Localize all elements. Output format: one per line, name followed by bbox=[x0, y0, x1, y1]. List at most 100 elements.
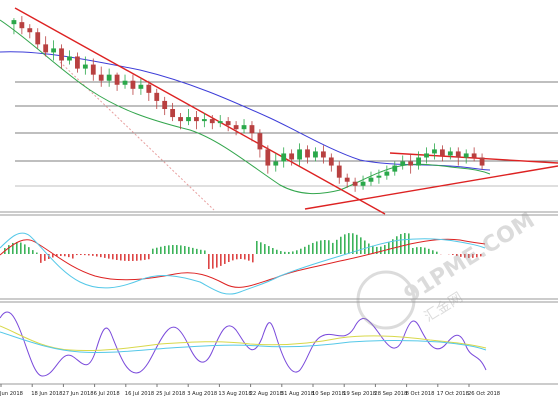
candle-body bbox=[337, 166, 342, 178]
macd-bar bbox=[28, 247, 30, 254]
x-tick-label: 31 Aug 2018 bbox=[281, 391, 314, 397]
macd-bar bbox=[8, 245, 10, 254]
macd-bar bbox=[116, 254, 118, 260]
candle-body bbox=[440, 149, 445, 155]
candle-body bbox=[138, 85, 143, 89]
macd-bar bbox=[348, 233, 350, 254]
macd-bar bbox=[24, 244, 26, 254]
candle-body bbox=[19, 22, 24, 28]
macd-bar bbox=[400, 234, 402, 254]
x-tick-label: 28 Sep 2018 bbox=[374, 391, 407, 397]
x-tick-label: 18 Jun 2018 bbox=[31, 391, 62, 397]
macd-bar bbox=[220, 254, 222, 266]
macd-bar bbox=[304, 247, 306, 254]
macd-bar bbox=[152, 249, 154, 254]
candle-body bbox=[377, 176, 382, 178]
macd-bar bbox=[236, 254, 238, 259]
macd-bar bbox=[276, 250, 278, 254]
x-tick-label: 13 Aug 2018 bbox=[218, 391, 251, 397]
candle-body bbox=[123, 81, 128, 85]
macd-bar bbox=[384, 245, 386, 254]
macd-bar bbox=[184, 246, 186, 254]
candle-body bbox=[210, 119, 215, 123]
x-tick-label: Jun 2018 bbox=[0, 391, 23, 397]
macd-bar bbox=[76, 254, 78, 255]
macd-bar bbox=[228, 254, 230, 262]
candle-body bbox=[43, 44, 48, 52]
candle-body bbox=[162, 101, 167, 109]
macd-bar bbox=[44, 254, 46, 261]
macd-bar bbox=[140, 254, 142, 260]
macd-bar bbox=[64, 254, 66, 256]
candle-body bbox=[59, 48, 64, 60]
candle-body bbox=[456, 151, 461, 157]
candle-body bbox=[250, 125, 255, 133]
macd-bar bbox=[60, 254, 62, 256]
candle-body bbox=[234, 125, 239, 129]
macd-bar bbox=[112, 254, 114, 259]
macd-bar bbox=[36, 253, 38, 254]
candle-body bbox=[345, 178, 350, 182]
macd-bar bbox=[260, 242, 262, 254]
macd-bar bbox=[224, 254, 226, 264]
macd-bar bbox=[280, 251, 282, 254]
macd-bar bbox=[344, 234, 346, 254]
macd-bar bbox=[136, 254, 138, 261]
macd-bar bbox=[72, 254, 74, 259]
candle-body bbox=[91, 65, 96, 75]
candle-body bbox=[408, 162, 413, 166]
macd-bar bbox=[180, 245, 182, 254]
macd-bar bbox=[208, 254, 210, 269]
macd-bar bbox=[316, 241, 318, 254]
macd-bar bbox=[188, 247, 190, 254]
macd-bar bbox=[256, 241, 258, 254]
macd-bar bbox=[404, 233, 406, 254]
macd-bar bbox=[300, 249, 302, 254]
macd-bar bbox=[172, 245, 174, 254]
candle-body bbox=[464, 153, 469, 157]
x-tick-label: 26 Oct 2018 bbox=[468, 391, 500, 397]
macd-bar bbox=[168, 245, 170, 254]
candle-body bbox=[202, 119, 207, 121]
candle-body bbox=[35, 32, 40, 44]
candle-body bbox=[67, 56, 72, 60]
candle-body bbox=[313, 151, 318, 157]
x-tick-label: 17 Oct 2018 bbox=[437, 391, 469, 397]
candle-body bbox=[297, 149, 302, 159]
x-tick-label: 8 Oct 2018 bbox=[406, 391, 435, 397]
candle-body bbox=[131, 81, 136, 89]
macd-bar bbox=[268, 246, 270, 254]
candle-body bbox=[448, 151, 453, 155]
macd-bar bbox=[360, 237, 362, 254]
candle-body bbox=[305, 149, 310, 157]
candle-body bbox=[99, 75, 104, 81]
macd-bar bbox=[296, 250, 298, 254]
macd-bar bbox=[32, 250, 34, 254]
x-tick-label: 3 Aug 2018 bbox=[187, 391, 217, 397]
x-tick-label: 10 Sep 2018 bbox=[312, 391, 345, 397]
macd-bar bbox=[160, 247, 162, 254]
candle-body bbox=[146, 85, 151, 93]
candle-body bbox=[186, 117, 191, 121]
macd-bar bbox=[272, 248, 274, 254]
macd-bar bbox=[436, 252, 438, 254]
macd-bar bbox=[144, 254, 146, 260]
macd-bar bbox=[428, 249, 430, 254]
macd-bar bbox=[96, 254, 98, 256]
macd-bar bbox=[68, 254, 70, 257]
macd-bar bbox=[288, 252, 290, 254]
macd-bar bbox=[16, 242, 18, 254]
macd-bar bbox=[324, 240, 326, 254]
macd-bar bbox=[264, 244, 266, 254]
macd-bar bbox=[380, 247, 382, 254]
macd-bar bbox=[216, 254, 218, 268]
macd-bar bbox=[84, 254, 86, 255]
macd-bar bbox=[156, 248, 158, 254]
macd-bar bbox=[308, 245, 310, 254]
candle-body bbox=[353, 182, 358, 186]
x-tick-label: 25 Jul 2018 bbox=[156, 391, 185, 397]
macd-bar bbox=[284, 252, 286, 254]
macd-bar bbox=[132, 254, 134, 261]
